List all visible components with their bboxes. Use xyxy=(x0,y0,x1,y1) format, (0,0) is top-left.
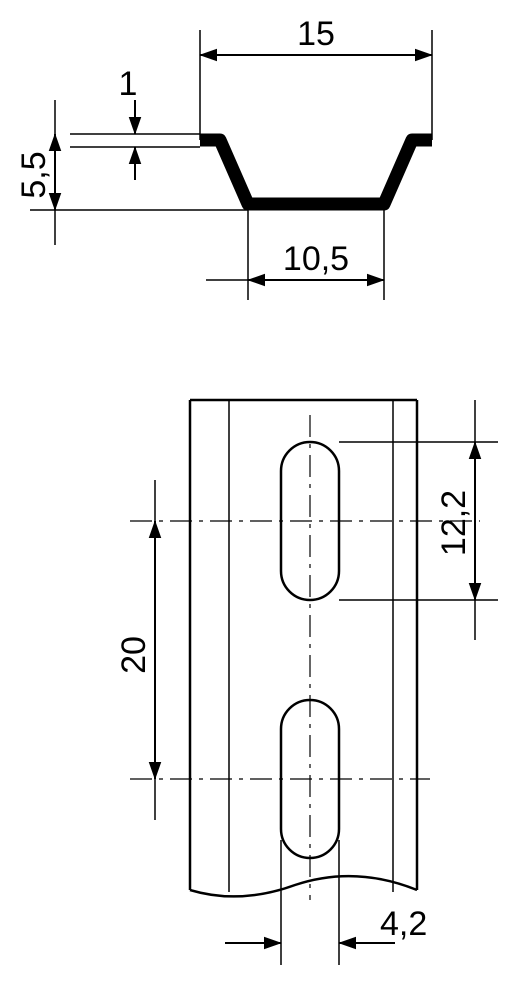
dim-depth-value: 5,5 xyxy=(15,151,53,198)
dim-slot-width-value: 4,2 xyxy=(380,905,427,943)
rail-profile xyxy=(200,140,432,204)
dim-slot-length: 12,2 xyxy=(339,400,498,640)
centerlines xyxy=(130,415,480,900)
dim-inner-width-value: 10,5 xyxy=(283,240,349,278)
dim-slot-length-value: 12,2 xyxy=(435,490,473,556)
cross-section-view: 15 1 5,5 10,5 xyxy=(15,15,432,300)
dim-depth: 5,5 xyxy=(15,100,248,245)
dim-top-width-value: 15 xyxy=(297,15,335,53)
dim-inner-width: 10,5 xyxy=(206,204,384,300)
dim-thickness: 1 xyxy=(70,65,200,180)
dim-top-width: 15 xyxy=(200,15,432,140)
dim-thickness-value: 1 xyxy=(119,65,138,103)
dim-slot-pitch-value: 20 xyxy=(115,636,153,674)
rail-body xyxy=(190,400,417,896)
dim-slot-pitch: 20 xyxy=(115,480,155,820)
dim-slot-width: 4,2 xyxy=(225,840,427,965)
front-view: 20 12,2 4,2 xyxy=(115,400,498,965)
break-line xyxy=(190,876,417,896)
